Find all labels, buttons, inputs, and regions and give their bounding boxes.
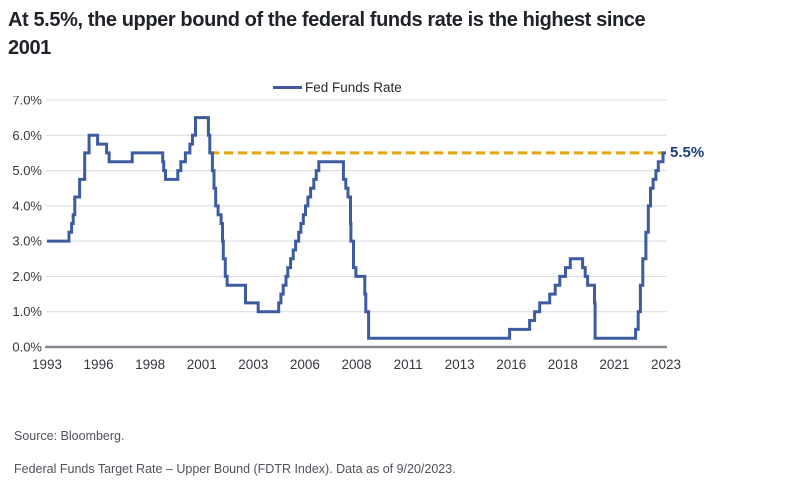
x-tick-label: 1993 bbox=[32, 357, 62, 372]
y-tick-label: 0.0% bbox=[12, 340, 42, 355]
x-tick-label: 2011 bbox=[394, 357, 423, 372]
y-tick-label: 5.0% bbox=[12, 163, 42, 178]
x-tick-label: 2023 bbox=[651, 357, 681, 372]
x-tick-label: 2003 bbox=[238, 357, 268, 372]
chart-title: At 5.5%, the upper bound of the federal … bbox=[8, 6, 646, 62]
x-tick-label: 2016 bbox=[496, 357, 526, 372]
chart-plot-area: 7.0% 6.0% 5.0% 4.0% 3.0% 2.0% 1.0% 0.0% 1993 1996… bbox=[12, 93, 681, 373]
y-tick-label: 7.0% bbox=[12, 96, 42, 108]
y-tick-label: 3.0% bbox=[12, 234, 42, 249]
x-tick-label: 2001 bbox=[187, 357, 217, 372]
y-tick-label: 2.0% bbox=[12, 269, 42, 284]
y-tick-label: 4.0% bbox=[12, 198, 42, 213]
chart-title-line1: At 5.5%, the upper bound of the federal … bbox=[8, 9, 646, 31]
reference-value-label: 5.5% bbox=[670, 144, 705, 161]
x-tick-label: 2013 bbox=[445, 357, 475, 372]
x-tick-label: 2008 bbox=[341, 357, 371, 372]
x-tick-label: 2006 bbox=[290, 357, 320, 372]
x-tick-label: 2018 bbox=[548, 357, 578, 372]
legend-label: Fed Funds Rate bbox=[305, 80, 402, 95]
footnote-text: Federal Funds Target Rate – Upper Bound … bbox=[14, 462, 456, 476]
y-tick-label: 1.0% bbox=[12, 304, 42, 319]
y-tick-label: 6.0% bbox=[12, 128, 42, 143]
x-tick-label: 1998 bbox=[135, 357, 165, 372]
fed-funds-rate-line bbox=[47, 116, 666, 340]
x-tick-label: 2021 bbox=[599, 357, 629, 372]
legend: Fed Funds Rate bbox=[273, 79, 402, 96]
fed-funds-rate-chart: 7.0% 6.0% 5.0% 4.0% 3.0% 2.0% 1.0% 0.0% 1993 1996… bbox=[0, 93, 745, 383]
source-text: Source: Bloomberg. bbox=[14, 429, 125, 443]
chart-title-line2: 2001 bbox=[8, 37, 51, 59]
legend-line-swatch bbox=[273, 86, 302, 89]
x-tick-label: 1996 bbox=[84, 357, 114, 372]
